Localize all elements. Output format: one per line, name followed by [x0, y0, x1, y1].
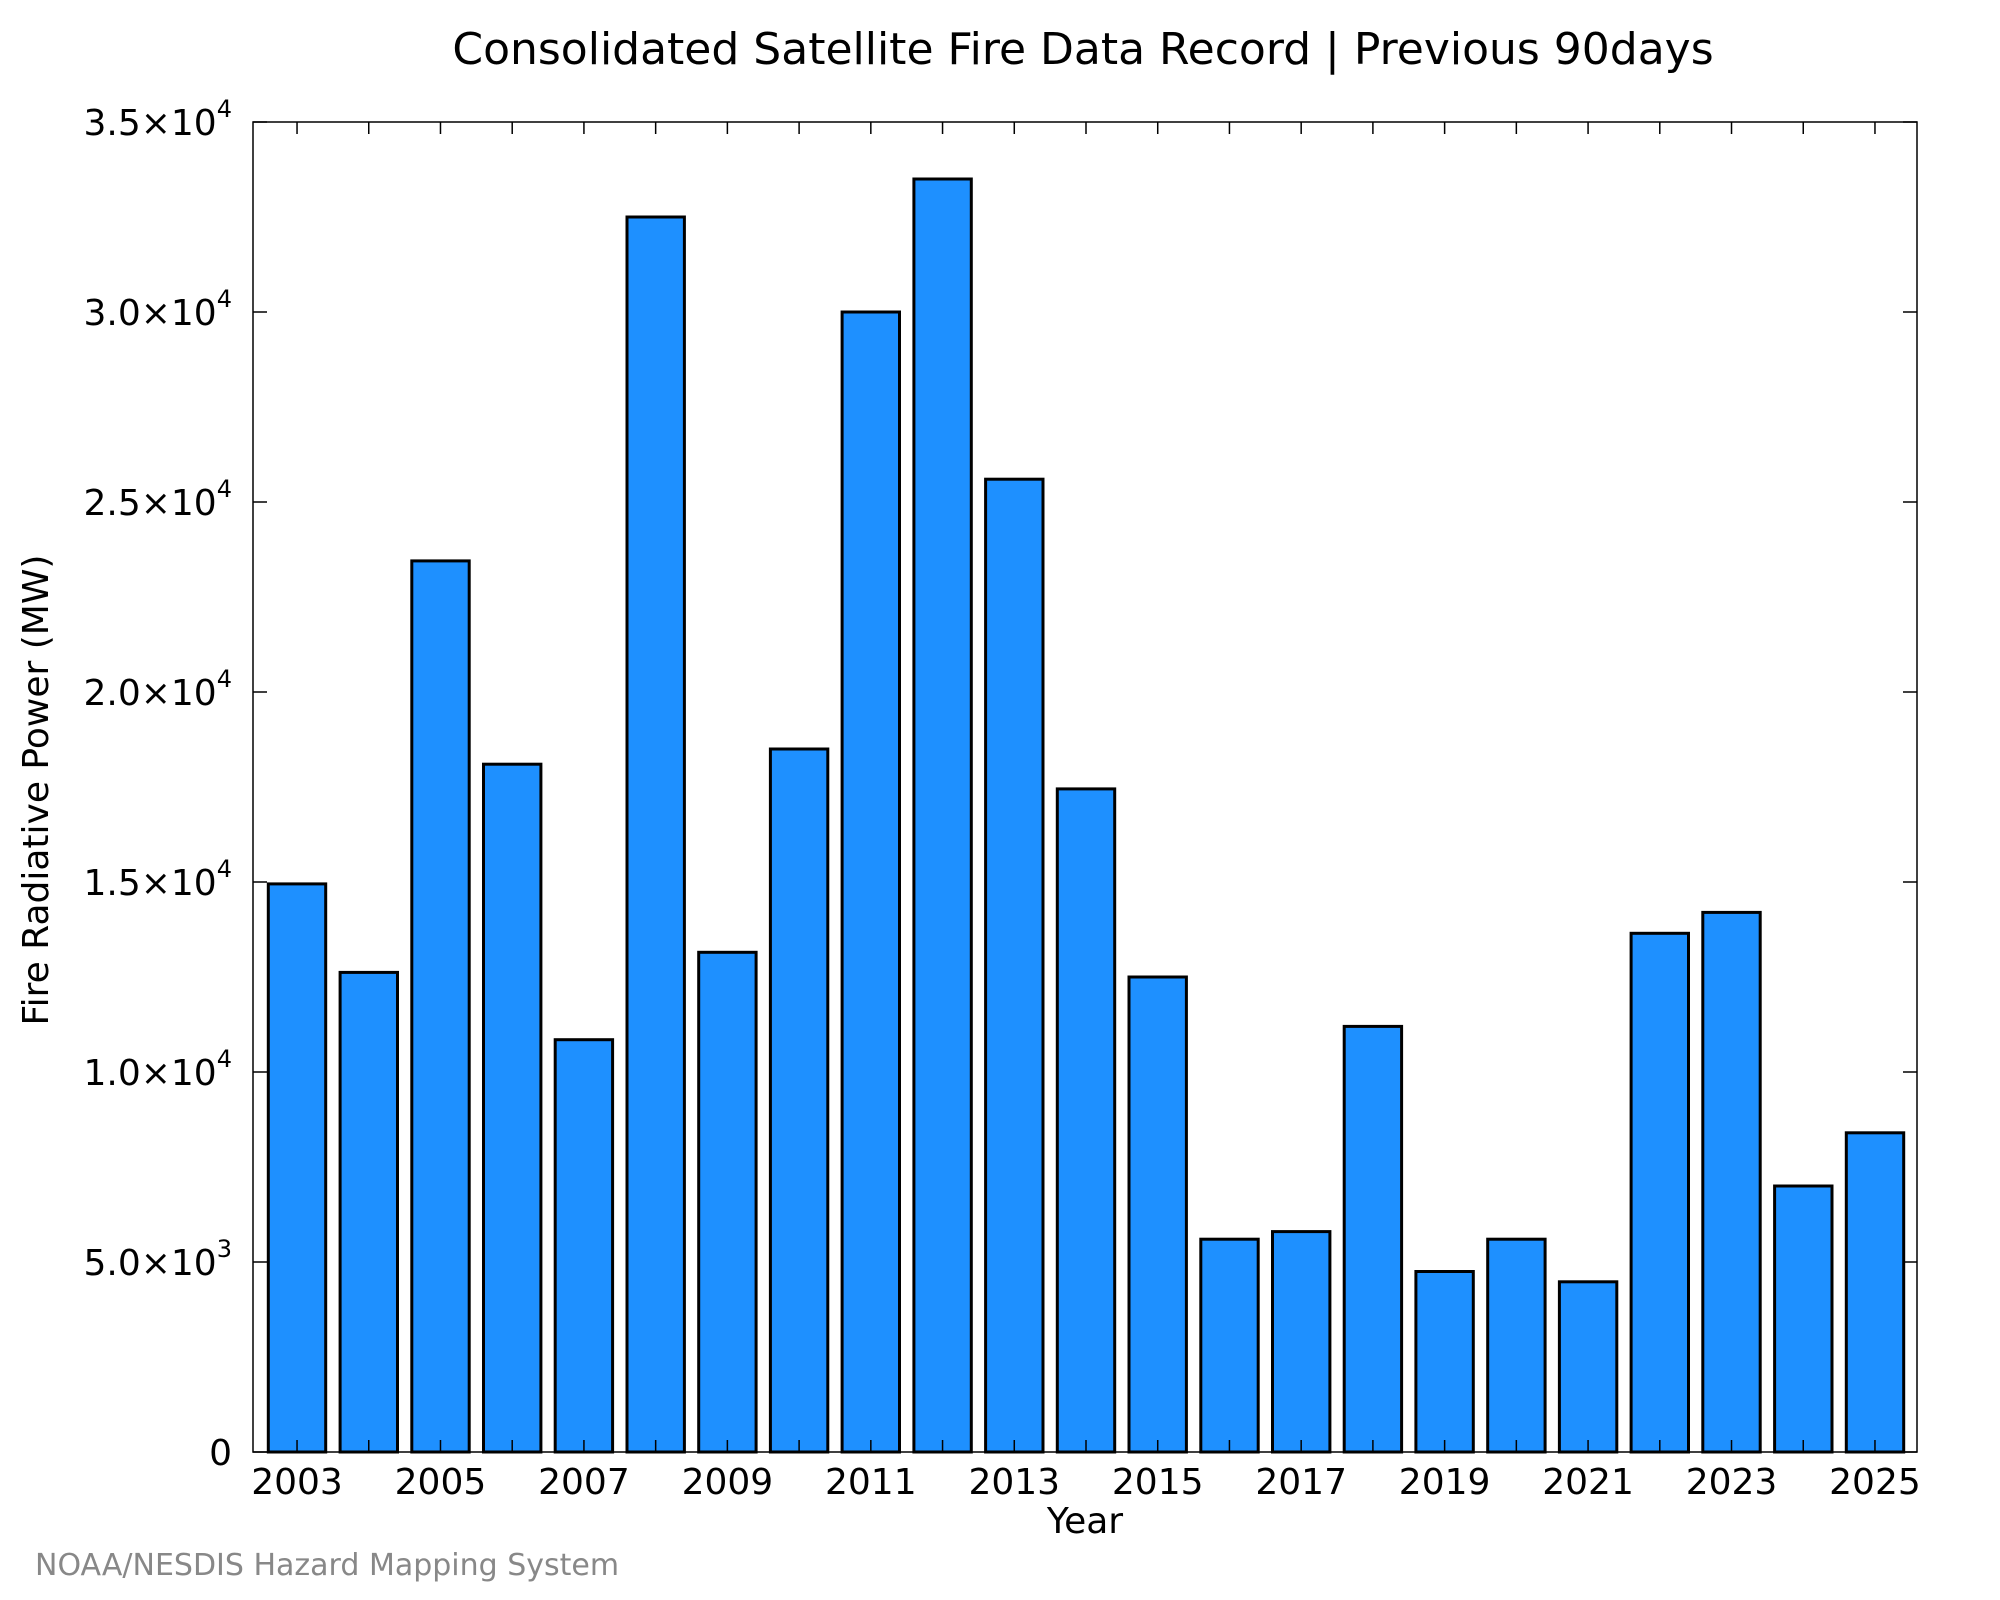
bar-2010: [768, 747, 830, 1454]
y-axis-label: Fire Radiative Power (MW): [16, 555, 57, 1026]
bar-2006: [482, 762, 543, 1454]
x-tick-label: 2017: [1255, 1462, 1347, 1503]
bar-2008: [625, 215, 686, 1454]
y-tick-label: 1.0×104: [83, 1045, 232, 1094]
bar-2013: [984, 477, 1045, 1454]
bar-2007: [553, 1038, 615, 1454]
x-tick-label: 2013: [968, 1462, 1060, 1503]
bar-2017: [1271, 1230, 1332, 1454]
y-axis: 0 5.0×103 1.0×104 1.5×104 2.0×104 2.5×104 3.0×…: [83, 95, 1917, 1474]
y-tick-label: 0: [209, 1433, 232, 1474]
y-tick-label: 3.0×104: [83, 285, 232, 334]
x-tick-label: 2011: [825, 1462, 917, 1503]
x-tick-label: 2007: [538, 1462, 630, 1503]
bar-2012: [912, 177, 973, 1454]
bar-series: [266, 177, 1906, 1454]
bar-2025: [1844, 1131, 1906, 1454]
bar-2015: [1127, 975, 1188, 1454]
y-tick-label: 2.0×104: [83, 665, 232, 714]
bar-2004: [338, 970, 400, 1454]
y-tick-label: 1.5×104: [83, 855, 232, 904]
bar-2016: [1199, 1237, 1260, 1454]
bar-2021: [1557, 1280, 1619, 1454]
bar-2009: [697, 950, 758, 1454]
bar-2011: [840, 310, 901, 1454]
x-tick-label: 2015: [1112, 1462, 1204, 1503]
x-tick-label: 2005: [395, 1462, 487, 1503]
x-tick-label: 2021: [1542, 1462, 1634, 1503]
chart-title: Consolidated Satellite Fire Data Record …: [452, 24, 1713, 75]
bar-2024: [1773, 1184, 1834, 1454]
x-tick-label: 2023: [1686, 1462, 1778, 1503]
y-tick-label: 3.5×104: [83, 95, 232, 144]
x-tick-label: 2003: [251, 1462, 343, 1503]
credit-text: NOAA/NESDIS Hazard Mapping System: [35, 1548, 619, 1583]
y-tick-label: 5.0×103: [83, 1235, 232, 1284]
bar-2005: [410, 559, 471, 1454]
bar-2003: [266, 882, 328, 1454]
bar-2019: [1414, 1270, 1475, 1454]
x-tick-label: 2019: [1399, 1462, 1491, 1503]
x-axis-label: Year: [1046, 1501, 1123, 1542]
x-axis: 2003 2005 2007 2009 2011 2013 2015 2017 2019 2021…: [251, 122, 1921, 1503]
bar-2023: [1701, 910, 1762, 1454]
x-tick-label: 2009: [682, 1462, 774, 1503]
bar-2020: [1486, 1237, 1547, 1454]
bar-2018: [1342, 1024, 1404, 1454]
bar-2014: [1055, 787, 1117, 1454]
y-tick-label: 2.5×104: [83, 475, 232, 524]
x-tick-label: 2025: [1829, 1462, 1921, 1503]
bar-2022: [1629, 931, 1690, 1454]
